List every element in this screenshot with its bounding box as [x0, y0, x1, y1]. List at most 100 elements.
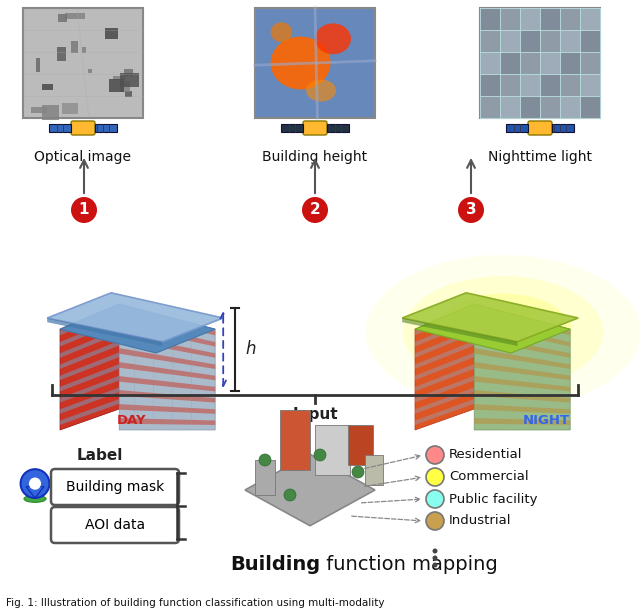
Bar — [580, 8, 600, 30]
Circle shape — [426, 468, 444, 486]
Bar — [480, 8, 500, 30]
Text: h: h — [245, 340, 256, 359]
Bar — [580, 52, 600, 74]
Bar — [62, 103, 78, 114]
Polygon shape — [474, 348, 570, 369]
Polygon shape — [60, 399, 119, 425]
Bar — [540, 52, 560, 74]
Bar — [88, 69, 92, 73]
Polygon shape — [415, 318, 474, 346]
Text: Commercial: Commercial — [449, 471, 529, 483]
Polygon shape — [474, 334, 570, 358]
Circle shape — [284, 489, 296, 501]
Bar — [113, 76, 125, 80]
Polygon shape — [119, 304, 215, 430]
Polygon shape — [474, 390, 570, 403]
Polygon shape — [415, 306, 474, 335]
FancyBboxPatch shape — [528, 121, 552, 135]
Polygon shape — [474, 404, 570, 414]
Bar — [540, 30, 560, 52]
Bar — [560, 74, 580, 96]
Bar — [125, 91, 132, 97]
Polygon shape — [60, 304, 119, 430]
Polygon shape — [415, 399, 474, 425]
Polygon shape — [245, 454, 375, 526]
Ellipse shape — [460, 307, 547, 357]
Polygon shape — [415, 376, 474, 403]
Text: 3: 3 — [466, 203, 476, 217]
Polygon shape — [60, 318, 119, 346]
Polygon shape — [474, 320, 570, 346]
Bar — [520, 30, 540, 52]
Polygon shape — [415, 387, 474, 414]
Polygon shape — [474, 362, 570, 380]
Circle shape — [426, 512, 444, 530]
Polygon shape — [60, 341, 119, 369]
Bar — [255, 460, 275, 495]
Bar — [71, 42, 77, 53]
Bar — [540, 96, 560, 118]
Bar — [82, 47, 86, 53]
Ellipse shape — [271, 37, 331, 89]
Bar — [520, 52, 540, 74]
Polygon shape — [26, 487, 44, 498]
Bar — [580, 30, 600, 52]
Text: Label: Label — [77, 447, 123, 463]
Bar — [31, 106, 47, 113]
Bar — [42, 105, 59, 120]
Polygon shape — [119, 334, 215, 358]
Ellipse shape — [315, 23, 351, 54]
Bar — [480, 96, 500, 118]
Polygon shape — [474, 418, 570, 425]
Bar — [540, 8, 560, 30]
Polygon shape — [415, 364, 474, 391]
Circle shape — [71, 197, 97, 223]
Bar — [500, 8, 520, 30]
Bar — [348, 425, 373, 465]
FancyBboxPatch shape — [303, 121, 327, 135]
Polygon shape — [415, 304, 474, 430]
Polygon shape — [119, 348, 215, 369]
Bar — [280, 410, 310, 470]
Polygon shape — [474, 306, 570, 335]
Text: Public facility: Public facility — [449, 493, 538, 506]
Circle shape — [314, 449, 326, 461]
Bar — [315, 425, 350, 475]
Text: Industrial: Industrial — [449, 515, 511, 528]
Polygon shape — [415, 341, 474, 369]
Circle shape — [458, 197, 484, 223]
Polygon shape — [119, 306, 215, 335]
Bar — [500, 74, 520, 96]
Polygon shape — [60, 304, 215, 353]
Bar — [560, 8, 580, 30]
Polygon shape — [474, 304, 570, 430]
Text: function mapping: function mapping — [320, 556, 498, 575]
Circle shape — [433, 562, 438, 567]
Polygon shape — [402, 318, 517, 346]
Polygon shape — [119, 320, 215, 346]
Bar — [480, 8, 600, 118]
Bar — [520, 96, 540, 118]
FancyBboxPatch shape — [51, 507, 179, 543]
Polygon shape — [60, 376, 119, 403]
Circle shape — [433, 548, 438, 553]
Ellipse shape — [306, 80, 336, 102]
Polygon shape — [119, 362, 215, 380]
Polygon shape — [60, 387, 119, 414]
Ellipse shape — [271, 22, 292, 42]
Bar — [42, 83, 53, 90]
Ellipse shape — [24, 495, 46, 502]
Bar — [500, 52, 520, 74]
Bar — [500, 96, 520, 118]
Bar — [23, 8, 143, 118]
Ellipse shape — [365, 255, 640, 409]
Bar — [506, 124, 528, 132]
Bar — [95, 124, 117, 132]
Text: Fig. 1: Illustration of building function classification using multi-modality: Fig. 1: Illustration of building functio… — [6, 598, 385, 608]
Text: Building: Building — [230, 556, 320, 575]
Ellipse shape — [403, 276, 603, 388]
Text: AOI data: AOI data — [85, 518, 145, 532]
Polygon shape — [60, 364, 119, 391]
Bar — [36, 58, 40, 72]
Text: Optical image: Optical image — [35, 150, 131, 164]
